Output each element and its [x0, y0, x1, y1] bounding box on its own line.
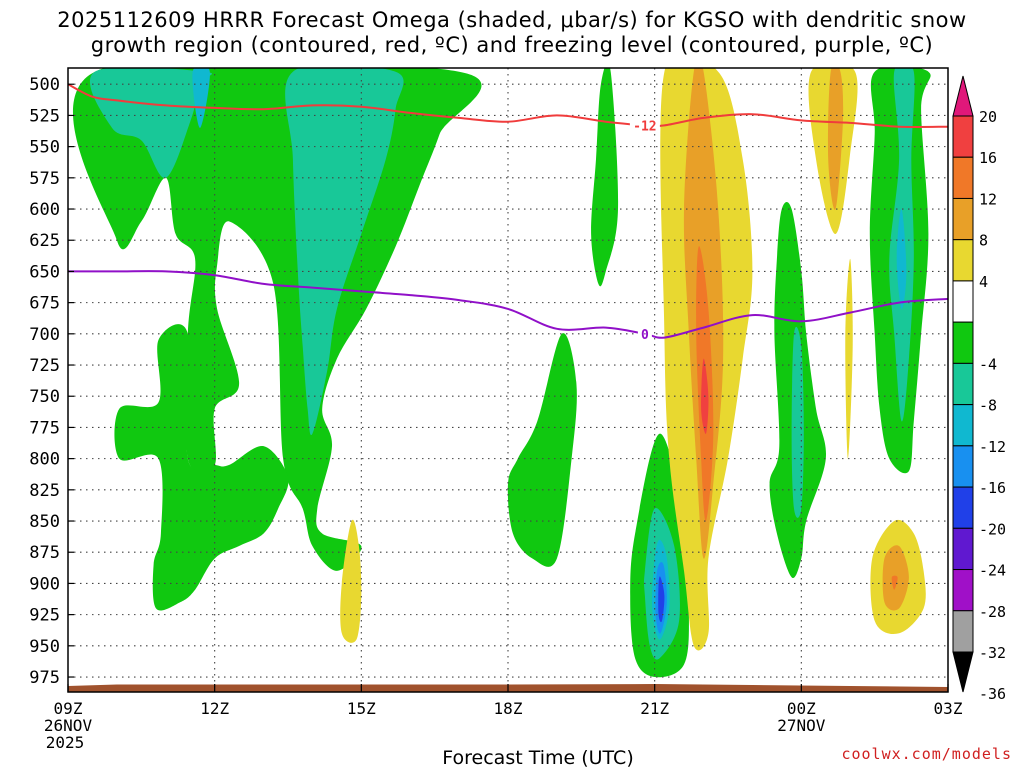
- omega-downward-region: [340, 519, 362, 643]
- y-tick-label: 725: [29, 356, 60, 376]
- dendritic-growth-contour: [67, 83, 949, 128]
- credit-text: coolwx.com/models: [841, 745, 1012, 763]
- omega-upward-region: [507, 333, 577, 567]
- y-tick-label: 600: [29, 200, 60, 220]
- y-tick-label: 850: [29, 512, 60, 532]
- x-year-label: 2025: [46, 733, 85, 752]
- x-tick-label: 09Z: [54, 699, 83, 718]
- contour-label-bg: [637, 325, 652, 342]
- y-tick-label: 800: [29, 450, 60, 470]
- y-tick-label: 575: [29, 169, 60, 189]
- colorbar-label: -28: [979, 603, 1006, 621]
- colorbar-label: -36: [979, 685, 1006, 703]
- contour-label: 0: [641, 328, 649, 343]
- colorbar-label: 20: [979, 108, 997, 126]
- colorbar-label: -32: [979, 644, 1006, 662]
- contour-label-bg: [629, 117, 660, 134]
- x-axis-title: Forecast Time (UTC): [442, 747, 633, 768]
- y-tick-label: 750: [29, 387, 60, 407]
- colorbar-label: 8: [979, 232, 988, 250]
- omega-upward-region: [658, 576, 665, 623]
- omega-downward-region: [891, 575, 898, 590]
- omega-upward-region: [791, 326, 804, 518]
- colorbar-label: -24: [979, 562, 1006, 580]
- omega-upward-region: [114, 324, 289, 611]
- colorbar-label: 12: [979, 190, 997, 208]
- x-tick-label: 21Z: [640, 699, 669, 718]
- y-tick-label: 550: [29, 138, 60, 158]
- omega-upward-region: [73, 68, 482, 571]
- colorbar-bin: [952, 486, 974, 529]
- colorbar-bin: [952, 115, 974, 158]
- y-tick-label: 525: [29, 106, 60, 126]
- colorbar-bin: [952, 527, 974, 571]
- colorbar-label: 4: [979, 273, 988, 291]
- x-tick-label: 03Z: [934, 699, 963, 718]
- y-tick-label: 675: [29, 294, 60, 314]
- y-tick-label: 925: [29, 606, 60, 626]
- colorbar-label: -12: [979, 438, 1006, 456]
- colorbar-bin: [952, 569, 974, 612]
- omega-upward-region: [591, 68, 619, 287]
- colorbar-bin: [952, 404, 974, 447]
- contour-label: -12: [633, 119, 656, 134]
- x-tick-label: 12Z: [200, 699, 229, 718]
- x-date-label: 26NOV: [44, 716, 93, 735]
- y-tick-label: 775: [29, 418, 60, 438]
- freezing-level-contour: [68, 270, 949, 339]
- y-tick-label: 825: [29, 481, 60, 501]
- omega-downward-region: [827, 68, 844, 210]
- y-tick-label: 900: [29, 574, 60, 594]
- colorbar-bin: [952, 197, 974, 241]
- colorbar-bin: [952, 239, 974, 282]
- y-tick-label: 650: [29, 262, 60, 282]
- colorbar-bin: [952, 321, 974, 364]
- x-tick-label: 18Z: [494, 699, 523, 718]
- y-tick-label: 700: [29, 325, 60, 345]
- colorbar-bin: [952, 156, 974, 199]
- colorbar-label: -16: [979, 479, 1006, 497]
- y-tick-label: 500: [29, 75, 60, 95]
- colorbar-top-arrow: [952, 75, 974, 117]
- colorbar-bin: [952, 280, 974, 323]
- colorbar-label: 16: [979, 149, 997, 167]
- omega-upward-region: [89, 68, 212, 178]
- colorbar-label: -20: [979, 520, 1006, 538]
- x-tick-label: 15Z: [347, 699, 376, 718]
- y-tick-label: 875: [29, 543, 60, 563]
- colorbar-label: -4: [979, 355, 997, 373]
- y-tick-label: 975: [29, 668, 60, 688]
- colorbar-bin: [952, 610, 974, 653]
- colorbar-bin: [952, 445, 974, 488]
- x-date-label: 27NOV: [777, 716, 826, 735]
- omega-downward-region: [845, 258, 853, 459]
- omega-upward-region: [192, 68, 210, 128]
- omega-upward-region: [896, 208, 907, 310]
- chart-title-line1: 2025112609 HRRR Forecast Omega (shaded, …: [57, 8, 967, 32]
- x-tick-label: 00Z: [787, 699, 816, 718]
- y-tick-label: 625: [29, 231, 60, 251]
- y-tick-label: 950: [29, 637, 60, 657]
- chart-title-line2: growth region (contoured, red, ºC) and f…: [90, 33, 934, 57]
- omega-upward-region: [285, 68, 404, 436]
- colorbar-label: -8: [979, 397, 997, 415]
- colorbar-bottom-arrow: [952, 651, 974, 693]
- colorbar-bin: [952, 362, 974, 406]
